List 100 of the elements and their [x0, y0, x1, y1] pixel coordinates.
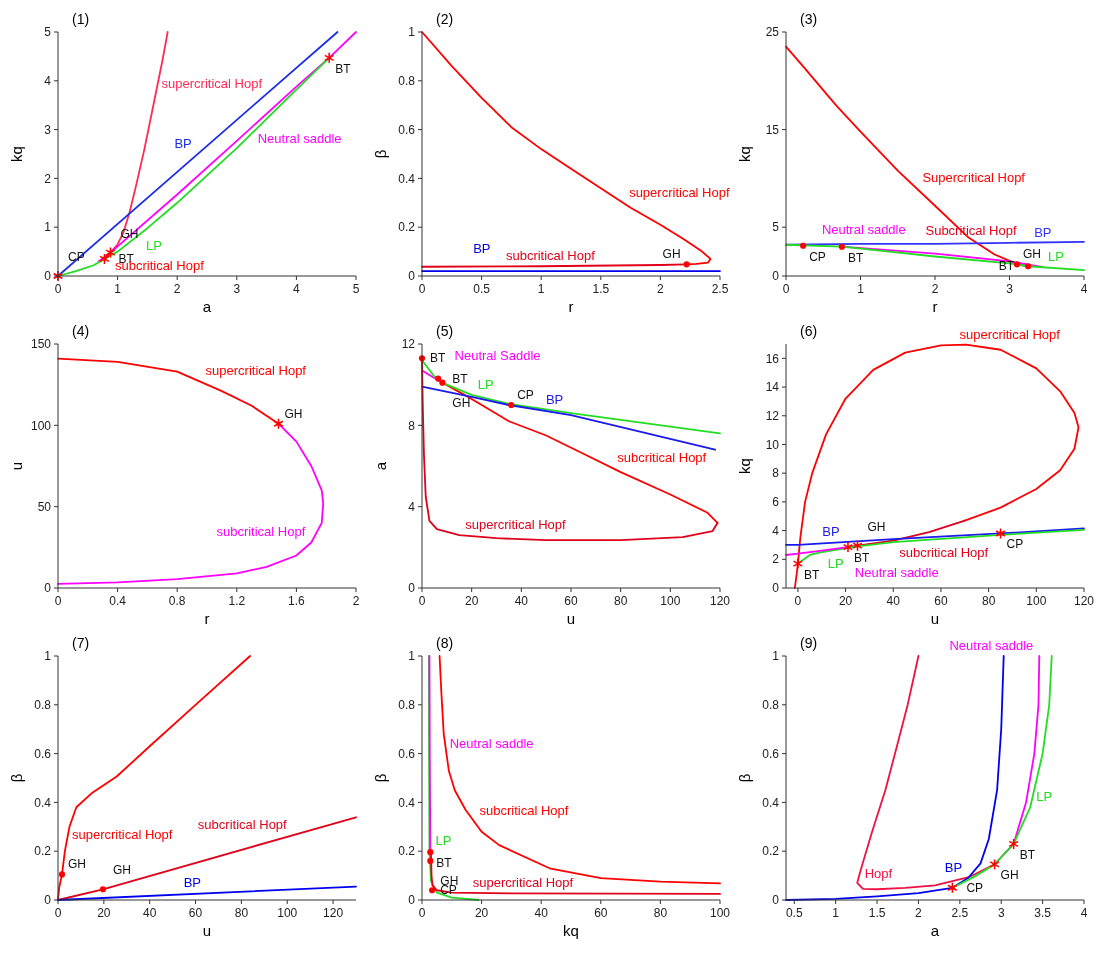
series-label: supercritical Hopf: [959, 327, 1061, 343]
y-tick-label: 0.4: [34, 795, 52, 810]
chart-title: (4): [72, 323, 90, 339]
x-tick-label: 0: [418, 282, 426, 296]
y-tick-label: 8: [772, 466, 780, 481]
y-tick-label: 1: [44, 220, 52, 235]
y-axis-title: u: [8, 461, 25, 471]
x-tick-label: 40: [534, 906, 549, 920]
x-tick-label: 100: [660, 594, 681, 608]
x-tick-label: 2: [915, 906, 923, 920]
series-label: subcritical Hopf: [899, 544, 989, 560]
data-label: BT: [847, 250, 864, 265]
series-label: BP: [183, 875, 201, 891]
data-label: CP: [966, 880, 984, 895]
data-label: BT: [853, 551, 870, 566]
series-label: Supercritical Hopf: [922, 170, 1026, 186]
y-axis-title: kq: [8, 146, 25, 162]
x-tick-label: 0: [418, 906, 426, 920]
x-tick-label: 1.5: [592, 282, 610, 296]
y-tick-label: 0.2: [762, 844, 780, 859]
x-tick-label: 80: [981, 594, 996, 608]
y-tick-label: 0.4: [398, 171, 416, 186]
data-label: GH: [867, 519, 886, 534]
x-tick-label: 0: [782, 282, 790, 296]
x-tick-label: 5: [352, 282, 360, 296]
x-tick-label: 2: [931, 282, 939, 296]
x-axis-title: a: [202, 298, 212, 315]
x-tick-label: 100: [277, 906, 298, 920]
x-tick-label: 0: [54, 282, 62, 296]
x-tick-label: 20: [97, 906, 111, 920]
x-tick-label: 40: [143, 906, 157, 920]
y-tick-label: 0.8: [762, 698, 780, 712]
x-tick-label: 60: [564, 594, 578, 608]
series-label: BP: [545, 392, 564, 408]
x-tick-label: 1: [114, 282, 122, 296]
y-tick-label: 8: [408, 418, 416, 433]
x-tick-label: 2: [173, 282, 181, 296]
series-label: subcritical Hopf: [216, 524, 306, 540]
series-label: Neutral saddle: [821, 221, 906, 237]
y-tick-label: 0.4: [762, 795, 780, 810]
series-label: Neutral saddle: [449, 735, 534, 751]
y-tick-label: 12: [401, 337, 416, 352]
data-label: BT: [1019, 847, 1036, 862]
series-label: supercritical Hopf: [465, 517, 567, 533]
series-label: LP: [435, 833, 452, 849]
data-label: CP: [809, 249, 826, 264]
chart-title: (3): [800, 11, 818, 27]
y-tick-label: 3: [44, 122, 52, 137]
data-label: GH: [112, 863, 131, 878]
series-label: subcritical Hopf: [197, 817, 288, 833]
series-label: LP: [477, 376, 494, 392]
y-axis-title: kq: [736, 458, 753, 474]
series-label: Neutral saddle: [854, 564, 939, 580]
series-label: BP: [944, 860, 963, 876]
y-tick-label: 0.4: [398, 795, 416, 810]
y-tick-label: 0.2: [398, 844, 416, 859]
x-tick-label: 2: [352, 594, 360, 608]
y-axis-title: β: [736, 773, 753, 783]
y-tick-label: 100: [30, 418, 52, 433]
y-tick-label: 4: [44, 74, 52, 88]
series-label: supercritical Hopf: [72, 827, 173, 843]
x-axis-title: u: [202, 922, 212, 939]
series-label: LP: [1048, 249, 1064, 265]
x-axis-title: a: [930, 922, 940, 939]
series-label: supercritical Hopf: [205, 363, 307, 379]
y-tick-label: 0: [44, 581, 52, 596]
y-axis-title: β: [372, 149, 389, 159]
series-label: subcritical Hopf: [617, 449, 707, 465]
y-tick-label: 50: [37, 499, 52, 514]
chart-title: (2): [436, 11, 454, 27]
series-label: Neutral saddle: [257, 131, 342, 147]
y-axis-title: β: [8, 773, 25, 783]
chart-title: (8): [436, 635, 454, 651]
x-tick-label: 20: [838, 594, 853, 608]
series-label: subcritical Hopf: [505, 247, 596, 263]
data-label: BT: [452, 371, 469, 386]
x-tick-label: 20: [464, 594, 479, 608]
x-tick-label: 40: [514, 594, 529, 608]
x-tick-label: 120: [323, 906, 344, 920]
series-label: Neutral saddle: [949, 638, 1034, 653]
chart-title: (5): [436, 323, 454, 339]
x-tick-label: 0.8: [168, 594, 186, 608]
x-tick-label: 0: [54, 594, 62, 608]
y-tick-label: 0.6: [398, 746, 416, 761]
x-tick-label: 1.5: [868, 906, 886, 920]
data-label: CP: [517, 388, 534, 402]
x-tick-label: 3: [997, 906, 1005, 920]
y-tick-label: 12: [765, 408, 780, 423]
y-tick-label: 0: [408, 893, 416, 908]
x-axis-title: r: [204, 610, 210, 627]
y-tick-label: 5: [44, 25, 52, 40]
x-tick-label: 1: [537, 282, 545, 296]
series-label: Neutral Saddle: [454, 348, 541, 364]
y-tick-label: 1: [408, 25, 416, 40]
y-tick-label: 14: [765, 380, 780, 395]
y-tick-label: 0.8: [398, 698, 416, 712]
y-tick-label: 1: [408, 649, 416, 664]
y-tick-label: 0: [408, 269, 416, 284]
series-label: LP: [1036, 789, 1053, 805]
y-tick-label: 0.8: [398, 74, 416, 88]
